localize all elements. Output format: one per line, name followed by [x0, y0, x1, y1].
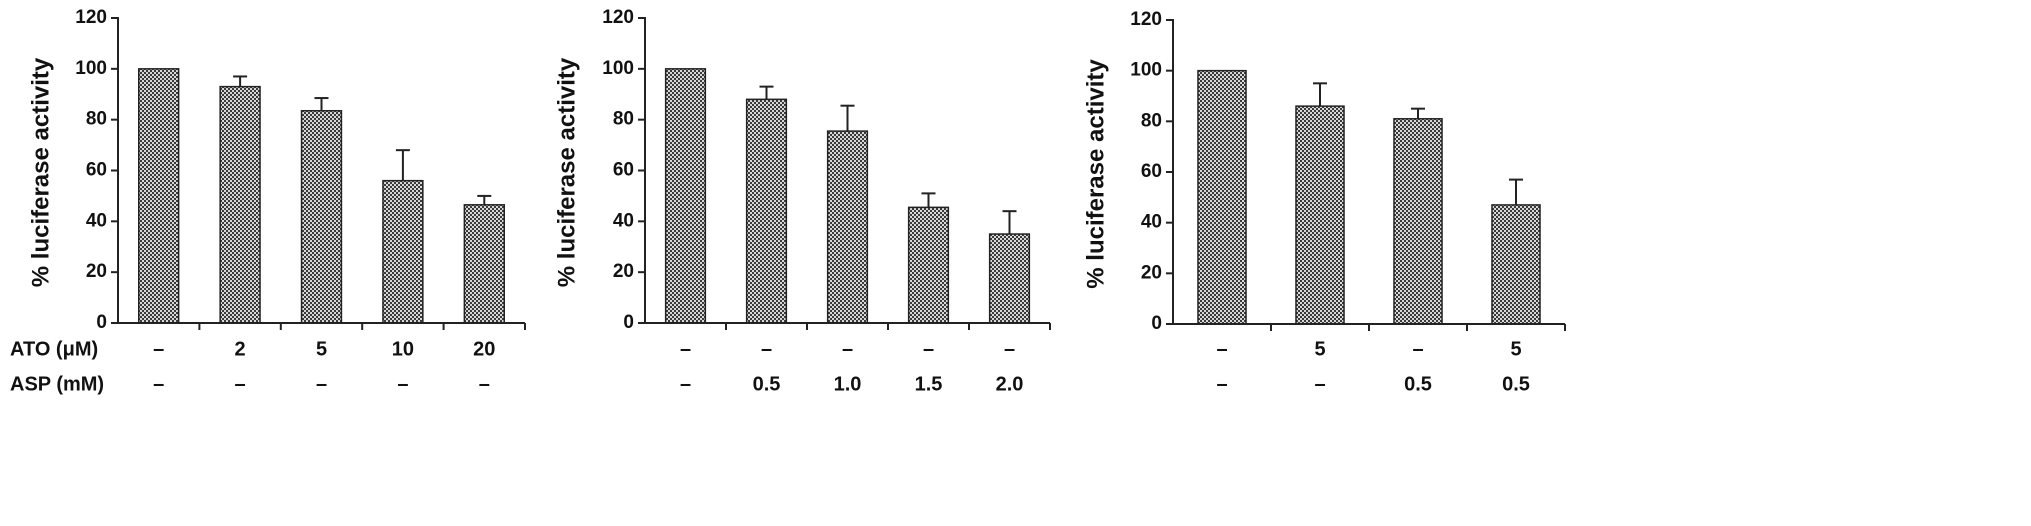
category-label: 1.0 — [834, 373, 862, 395]
panel: % luciferase activity 0 20 40 60 80 100 120 – – – 0… — [553, 7, 1051, 395]
category-label: – — [235, 373, 246, 395]
category-label: – — [1216, 338, 1227, 360]
bar — [1295, 105, 1345, 325]
y-tick-label: 120 — [602, 7, 634, 28]
category-label: – — [680, 338, 691, 360]
bar — [745, 98, 788, 324]
category-label: – — [761, 338, 772, 360]
bar — [1197, 69, 1247, 325]
category-label: – — [153, 338, 164, 360]
bar — [1393, 118, 1443, 325]
bar — [138, 68, 180, 324]
category-label: – — [316, 373, 327, 395]
y-tick-label: 60 — [1141, 161, 1162, 182]
category-label: 10 — [392, 338, 414, 360]
panel: % luciferase activity 0 20 40 60 80 100 120 – – 5 –… — [1082, 9, 1566, 395]
y-axis-label: % luciferase activity — [1082, 59, 1109, 289]
y-tick-label: 100 — [75, 58, 107, 79]
bar — [300, 110, 343, 324]
category-label: 0.5 — [753, 373, 781, 395]
bar — [219, 85, 261, 324]
category-label: – — [153, 373, 164, 395]
y-tick-label: 0 — [1151, 313, 1162, 334]
bar — [664, 68, 707, 324]
category-label: 0.5 — [1404, 373, 1432, 395]
y-tick-label: 0 — [623, 312, 634, 333]
category-label: 5 — [1314, 338, 1325, 360]
category-label: 5 — [316, 338, 327, 360]
row-label: ATO (μM) — [10, 338, 98, 360]
bar — [907, 206, 950, 324]
y-tick-label: 20 — [613, 261, 634, 282]
category-label: – — [1412, 338, 1423, 360]
y-tick-label: 120 — [1130, 9, 1162, 30]
y-tick-label: 60 — [86, 160, 107, 181]
y-tick-label: 40 — [613, 210, 634, 231]
category-label: – — [923, 338, 934, 360]
y-tick-label: 40 — [86, 210, 107, 231]
category-label: 1.5 — [915, 373, 943, 395]
category-label: – — [397, 373, 408, 395]
y-tick-label: 120 — [75, 7, 107, 28]
category-label: – — [842, 338, 853, 360]
y-tick-label: 80 — [613, 109, 634, 130]
y-tick-label: 60 — [613, 160, 634, 181]
y-tick-label: 20 — [86, 261, 107, 282]
y-tick-label: 20 — [1141, 262, 1162, 283]
bar — [826, 130, 869, 324]
category-label: 20 — [473, 338, 495, 360]
category-label: – — [1216, 373, 1227, 395]
category-label: 2.0 — [996, 373, 1024, 395]
panel: % luciferase activity 0 20 40 60 80 100 120 – – 2 –… — [10, 7, 526, 395]
category-label: – — [479, 373, 490, 395]
y-axis-label: % luciferase activity — [553, 57, 580, 287]
bar — [1491, 204, 1541, 325]
y-tick-label: 80 — [1141, 110, 1162, 131]
bar — [382, 179, 424, 324]
category-label: 2 — [235, 338, 246, 360]
bar — [463, 204, 505, 324]
y-tick-label: 100 — [602, 58, 634, 79]
category-label: 0.5 — [1502, 373, 1530, 395]
category-label: 5 — [1510, 338, 1521, 360]
category-label: – — [1004, 338, 1015, 360]
bar — [988, 233, 1031, 324]
y-tick-label: 80 — [86, 109, 107, 130]
y-tick-label: 0 — [96, 312, 107, 333]
category-label: – — [680, 373, 691, 395]
row-label: ASP (mM) — [10, 373, 104, 395]
y-axis-label: % luciferase activity — [27, 57, 54, 287]
y-tick-label: 40 — [1141, 212, 1162, 233]
category-label: – — [1314, 373, 1325, 395]
y-tick-label: 100 — [1130, 60, 1162, 81]
